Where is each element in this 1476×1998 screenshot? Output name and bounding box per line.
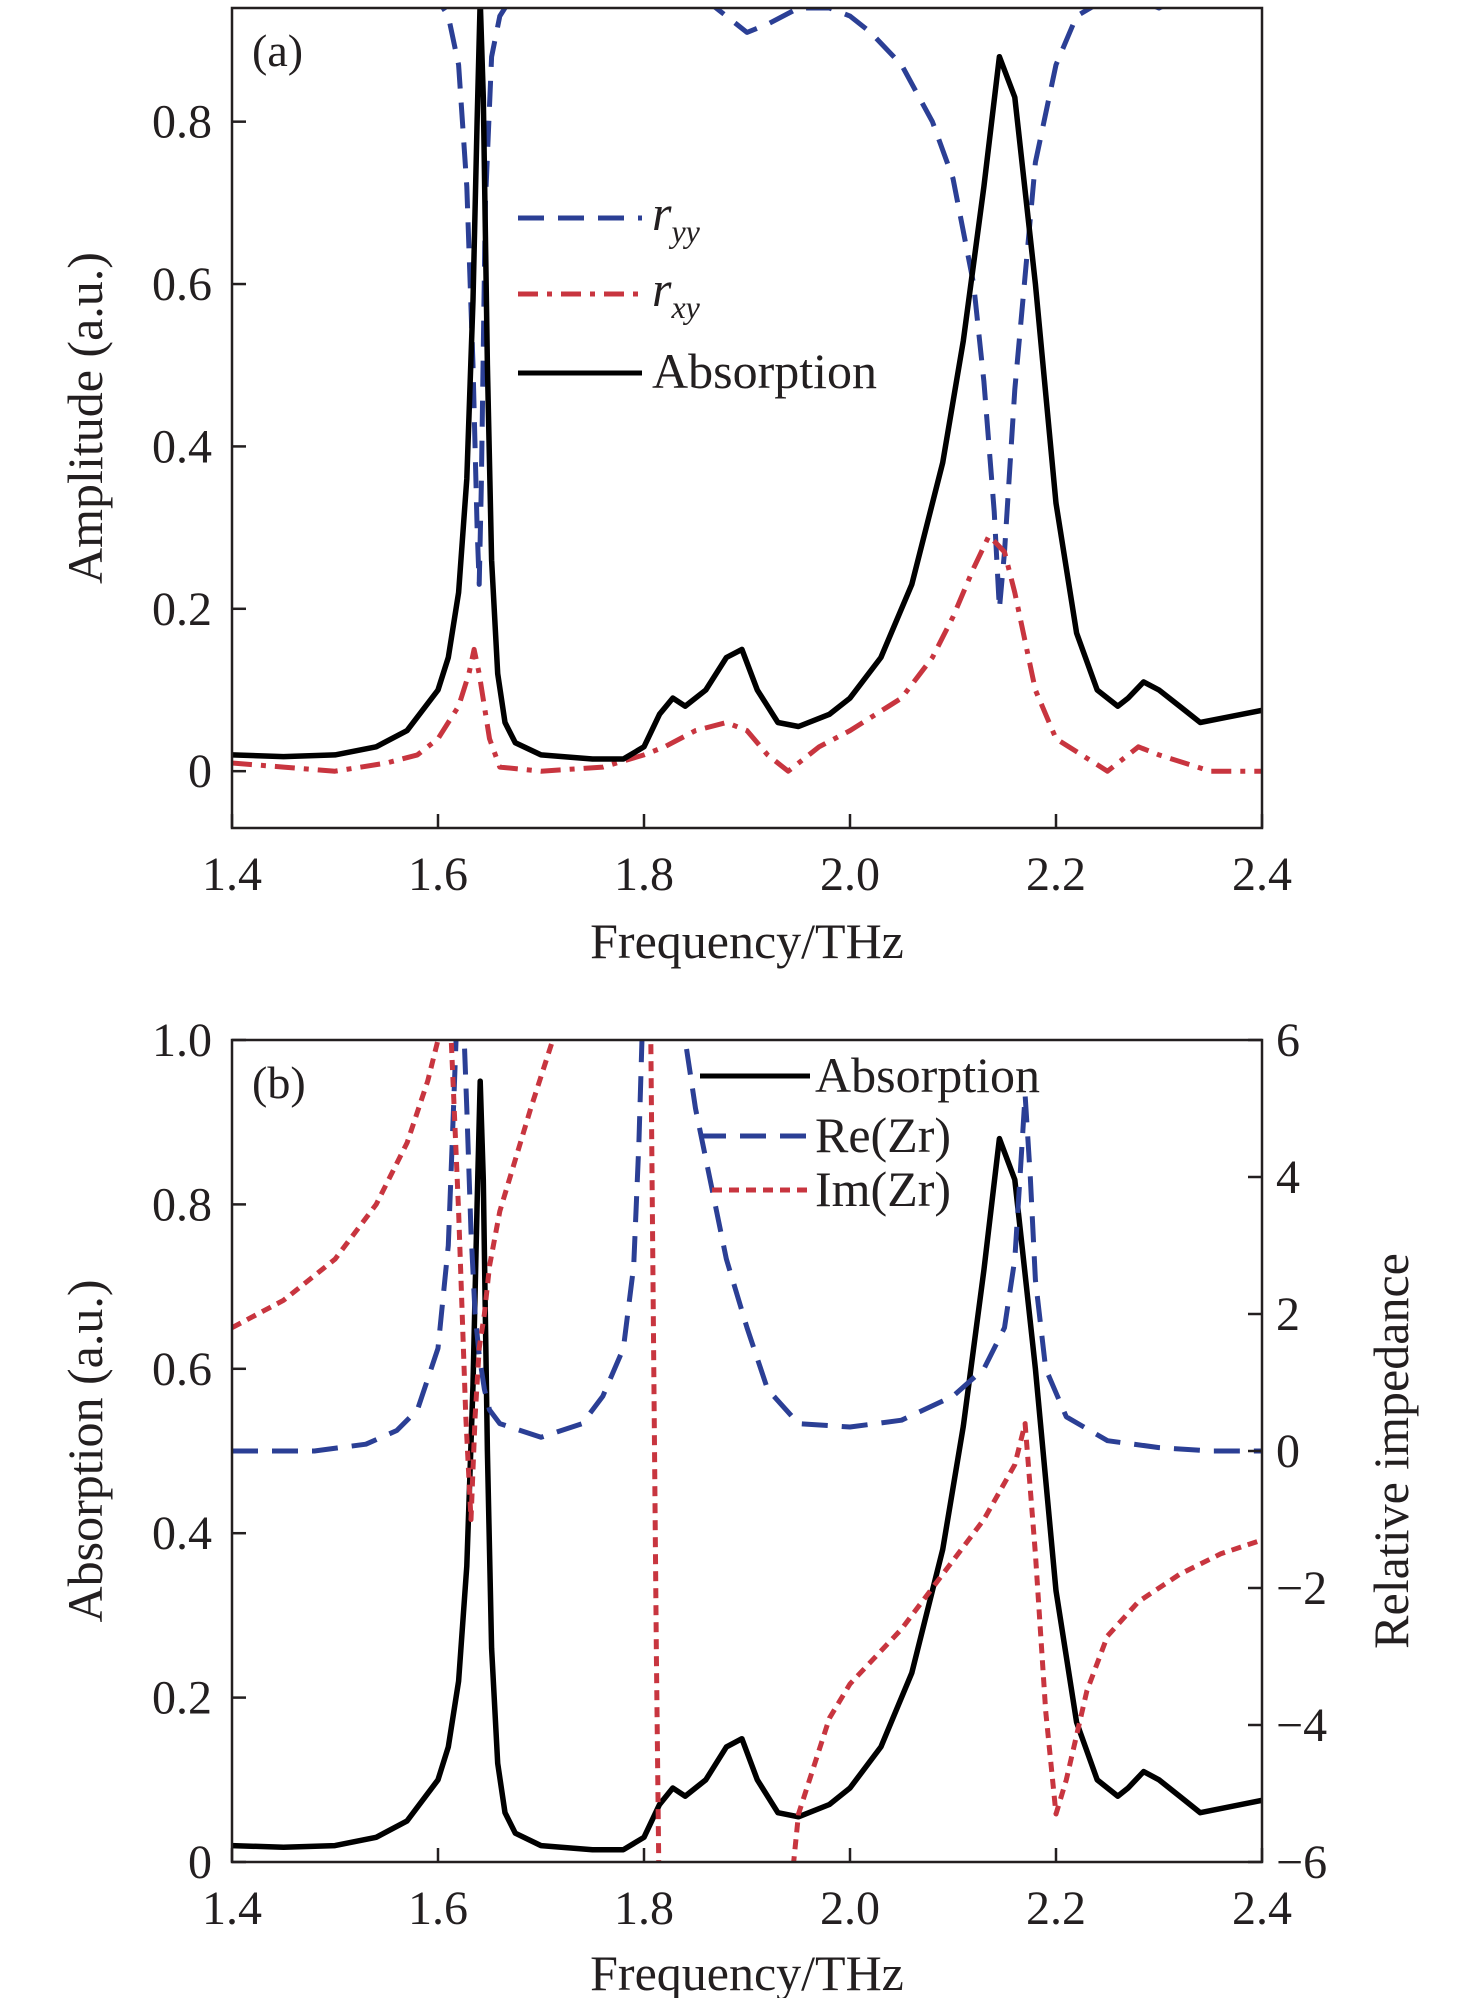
- panel-a-x-axis-label: Frequency/THz: [590, 913, 904, 969]
- series-line-rxy-panel-a: [232, 533, 1262, 774]
- y-tick-label: 0: [188, 745, 212, 798]
- x-tick-label: 2.2: [1026, 1882, 1086, 1935]
- chart-panel-a: 1.4 1.6 1.8 2.0 2.2 2.4 0 0.2 0.4 0.6 0.8 (a) Fre…: [57, 6, 1292, 969]
- panel-b-y2-ticks: −6 −4 −2 0 2 4 6: [1248, 1014, 1327, 1889]
- y2-tick-label: −6: [1276, 1836, 1327, 1889]
- legend-label-absorption-b: Absorption: [815, 1047, 1040, 1103]
- y2-tick-label: −4: [1276, 1699, 1327, 1752]
- panel-a-x-ticks: 1.4 1.6 1.8 2.0 2.2 2.4: [202, 814, 1292, 901]
- panel-b-y2-axis-label: Relative impedance: [1363, 1253, 1419, 1649]
- y-tick-label: 0: [188, 1836, 212, 1889]
- x-tick-label: 2.4: [1232, 1882, 1292, 1935]
- x-tick-label: 1.8: [614, 1882, 674, 1935]
- x-tick-label: 1.4: [202, 1882, 262, 1935]
- series-line-re-zr-panel-b: [232, 1040, 1262, 1454]
- legend-label-ryy: ryy: [652, 185, 701, 249]
- y-tick-label: 0.8: [152, 96, 212, 149]
- x-tick-label: 1.6: [408, 1882, 468, 1935]
- chart-panel-b: 1.4 1.6 1.8 2.0 2.2 2.4 0 0.2 0.4 0.6 0.8 1.0 −6 −4…: [57, 1014, 1419, 1998]
- panel-b-legend: Absorption Re(Zr) Im(Zr): [700, 1047, 1040, 1217]
- panel-b-x-axis-label: Frequency/THz: [590, 1945, 904, 1998]
- y-tick-label: 0.6: [152, 1343, 212, 1396]
- y-tick-label: 0.4: [152, 420, 212, 473]
- x-tick-label: 2.0: [820, 1882, 880, 1935]
- y2-tick-label: 6: [1276, 1014, 1300, 1067]
- panel-b-y-axis-label: Absorption (a.u.): [57, 1280, 113, 1623]
- x-tick-label: 1.8: [614, 848, 674, 901]
- series-line-absorption-panel-a: [232, 8, 1262, 762]
- x-tick-label: 2.2: [1026, 848, 1086, 901]
- legend-label-im-zr: Im(Zr): [815, 1161, 951, 1217]
- y-tick-label: 0.4: [152, 1507, 212, 1560]
- y-tick-label: 0.6: [152, 258, 212, 311]
- x-tick-label: 2.4: [1232, 848, 1292, 901]
- x-tick-label: 1.4: [202, 848, 262, 901]
- panel-a-legend: ryy rxy Absorption: [518, 185, 877, 399]
- y2-tick-label: 4: [1276, 1151, 1300, 1204]
- series-line-ryy-panel-a: [440, 8, 1165, 612]
- panel-a-y-ticks: 0 0.2 0.4 0.6 0.8: [152, 96, 246, 798]
- legend-label-absorption-a: Absorption: [652, 343, 877, 399]
- panel-b-series-layer: [232, 1040, 1262, 1862]
- y2-tick-label: 2: [1276, 1288, 1300, 1341]
- y-tick-label: 1.0: [152, 1014, 212, 1067]
- legend-label-re-zr: Re(Zr): [815, 1107, 951, 1163]
- x-tick-label: 2.0: [820, 848, 880, 901]
- panel-a-plot-frame: [230, 6, 1264, 830]
- panel-b-y-ticks: 0 0.2 0.4 0.6 0.8 1.0: [152, 1014, 246, 1889]
- series-line-absorption-panel-b: [232, 1078, 1262, 1853]
- panel-b-label: (b): [252, 1057, 306, 1108]
- panel-a-y-axis-label: Amplitude (a.u.): [57, 252, 113, 584]
- y-tick-label: 0.2: [152, 1672, 212, 1725]
- y2-tick-label: 0: [1276, 1425, 1300, 1478]
- panel-b-plot-frame: [230, 1038, 1264, 1864]
- y2-tick-label: −2: [1276, 1562, 1327, 1615]
- legend-label-rxy: rxy: [652, 261, 701, 325]
- series-line-im-zr-panel-b: [232, 1040, 1262, 1862]
- y-tick-label: 0.8: [152, 1178, 212, 1231]
- x-tick-label: 1.6: [408, 848, 468, 901]
- panel-a-series-layer: [232, 8, 1262, 774]
- panel-a-label: (a): [252, 25, 303, 76]
- panel-b-x-ticks: 1.4 1.6 1.8 2.0 2.2 2.4: [202, 1848, 1292, 1935]
- y-tick-label: 0.2: [152, 583, 212, 636]
